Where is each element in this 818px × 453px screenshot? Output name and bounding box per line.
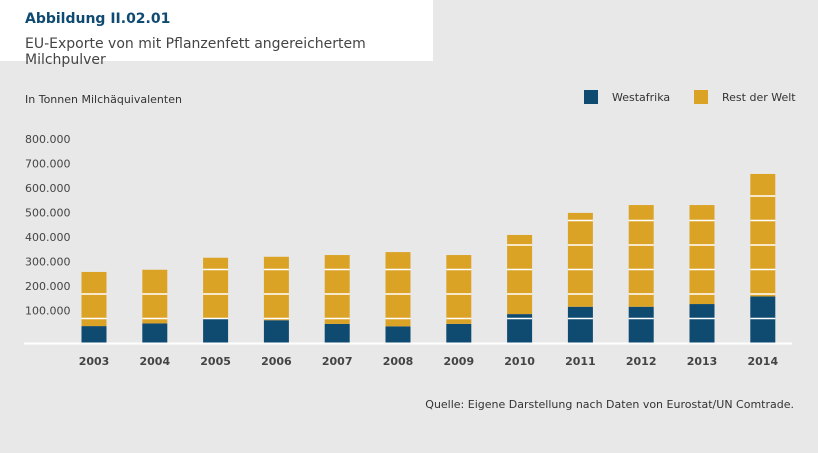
bar-rest-2010	[507, 234, 533, 315]
bar-rest-2006	[263, 256, 289, 321]
bar-rest-2011	[567, 212, 593, 307]
x-tick-label: 2013	[687, 355, 718, 368]
bar-westafrika-2005	[203, 318, 229, 343]
y-tick-label: 100.000	[25, 305, 71, 318]
legend-westafrika: Westafrika	[584, 90, 670, 104]
bar-rest-2012	[628, 205, 654, 307]
bar-rest-2008	[385, 252, 411, 327]
y-axis-label: In Tonnen Milchäquivalenten	[25, 93, 182, 106]
x-tick-label: 2011	[565, 355, 596, 368]
bar-westafrika-2009	[446, 323, 472, 343]
x-tick-label: 2005	[200, 355, 231, 368]
y-tick-label: 700.000	[25, 158, 71, 171]
bar-westafrika-2014	[750, 296, 776, 343]
bar-rest-2003	[81, 271, 107, 327]
y-tick-label: 500.000	[25, 207, 71, 220]
x-tick-label: 2010	[504, 355, 535, 368]
bar-rest-2005	[203, 257, 229, 319]
bar-westafrika-2012	[628, 306, 654, 343]
legend-label: Westafrika	[612, 90, 671, 104]
legend-rest: Rest der Welt	[694, 90, 796, 104]
y-tick-label: 400.000	[25, 231, 71, 244]
chart-title: EU-Exporte von mit Pflanzenfett angereic…	[25, 36, 366, 68]
y-tick-label: 600.000	[25, 182, 71, 195]
y-tick-label: 800.000	[25, 133, 71, 146]
bar-rest-2014	[750, 173, 776, 297]
header: Abbildung II.02.01 EU-Exporte von mit Pf…	[0, 0, 433, 68]
figure-number: Abbildung II.02.01	[25, 11, 171, 27]
bar-rest-2004	[142, 269, 168, 324]
legend-label: Rest der Welt	[722, 90, 796, 104]
x-tick-label: 2008	[383, 355, 414, 368]
bar-westafrika-2007	[324, 323, 350, 343]
bar-rest-2009	[446, 255, 472, 324]
bar-westafrika-2003	[81, 326, 107, 343]
bar-westafrika-2011	[567, 306, 593, 343]
legend-swatch-westafrika	[584, 90, 598, 104]
y-tick-label: 300.000	[25, 256, 71, 269]
bar-westafrika-2006	[263, 320, 289, 343]
bar-westafrika-2013	[689, 304, 715, 343]
bar-westafrika-2008	[385, 326, 411, 343]
legend-swatch-rest	[694, 90, 708, 104]
x-tick-label: 2012	[626, 355, 657, 368]
source-note: Quelle: Eigene Darstellung nach Daten vo…	[425, 398, 794, 411]
bar-rest-2007	[324, 255, 350, 324]
y-tick-label: 200.000	[25, 280, 71, 293]
x-tick-label: 2009	[443, 355, 474, 368]
bar-westafrika-2004	[142, 323, 168, 343]
x-tick-label: 2014	[747, 355, 778, 368]
x-tick-label: 2007	[322, 355, 353, 368]
bar-rest-2013	[689, 205, 715, 305]
x-tick-label: 2006	[261, 355, 292, 368]
x-tick-label: 2004	[139, 355, 170, 368]
x-tick-label: 2003	[79, 355, 110, 368]
